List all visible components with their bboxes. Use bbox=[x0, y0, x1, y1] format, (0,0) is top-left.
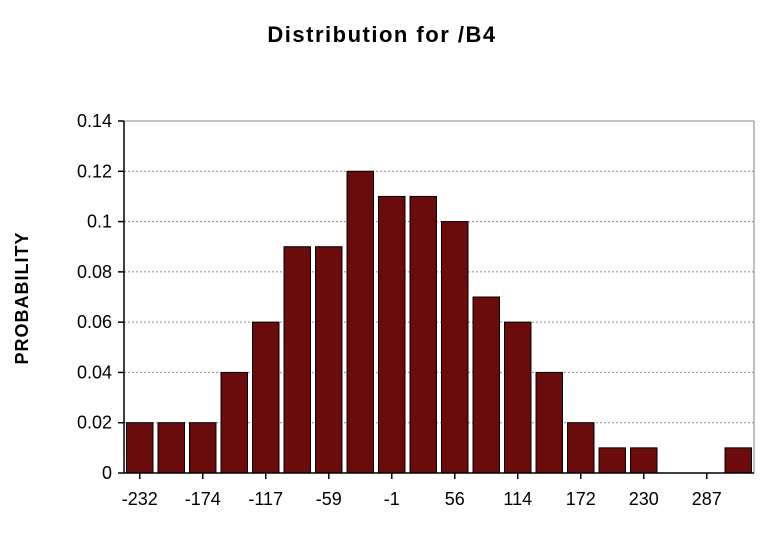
chart-title: Distribution for /B4 bbox=[267, 22, 496, 47]
y-tick-label: 0.04 bbox=[77, 362, 112, 382]
y-tick-label: 0.14 bbox=[77, 111, 112, 131]
bar bbox=[284, 247, 310, 473]
bar bbox=[221, 372, 247, 473]
bar bbox=[253, 322, 279, 473]
bar bbox=[599, 448, 625, 473]
bar bbox=[568, 423, 594, 473]
bar bbox=[442, 222, 468, 473]
bar bbox=[127, 423, 153, 473]
bar bbox=[536, 372, 562, 473]
x-tick-label: 56 bbox=[445, 489, 465, 509]
y-tick-label: 0.08 bbox=[77, 262, 112, 282]
x-ticks: -232 -174 -117 -59 -1 56 114 172 230 287 bbox=[122, 473, 722, 509]
y-tick-label: 0.02 bbox=[77, 413, 112, 433]
x-tick-label: -117 bbox=[248, 489, 283, 509]
bar bbox=[631, 448, 657, 473]
bar bbox=[725, 448, 751, 473]
x-tick-label: -174 bbox=[185, 489, 221, 509]
y-tick-label: 0.12 bbox=[77, 161, 112, 181]
bar bbox=[379, 196, 405, 473]
y-tick-label: 0.06 bbox=[77, 312, 112, 332]
y-tick-label: 0.1 bbox=[87, 212, 112, 232]
bar bbox=[347, 171, 373, 473]
y-ticks: 0 0.02 0.04 0.06 0.08 0.1 0.12 0.14 bbox=[77, 111, 124, 483]
y-tick-label: 0 bbox=[102, 463, 112, 483]
x-tick-label: 230 bbox=[629, 489, 659, 509]
bar bbox=[316, 247, 342, 473]
bar bbox=[505, 322, 531, 473]
x-tick-label: -59 bbox=[316, 489, 342, 509]
bar bbox=[410, 196, 436, 473]
bar bbox=[190, 423, 216, 473]
bar bbox=[158, 423, 184, 473]
x-tick-label: -1 bbox=[384, 489, 400, 509]
y-axis-label: PROBABILITY bbox=[12, 231, 32, 364]
x-tick-label: -232 bbox=[122, 489, 158, 509]
x-tick-label: 287 bbox=[692, 489, 722, 509]
x-tick-label: 114 bbox=[503, 489, 532, 509]
bar bbox=[473, 297, 499, 473]
plot-area bbox=[124, 121, 754, 473]
x-tick-label: 172 bbox=[566, 489, 596, 509]
